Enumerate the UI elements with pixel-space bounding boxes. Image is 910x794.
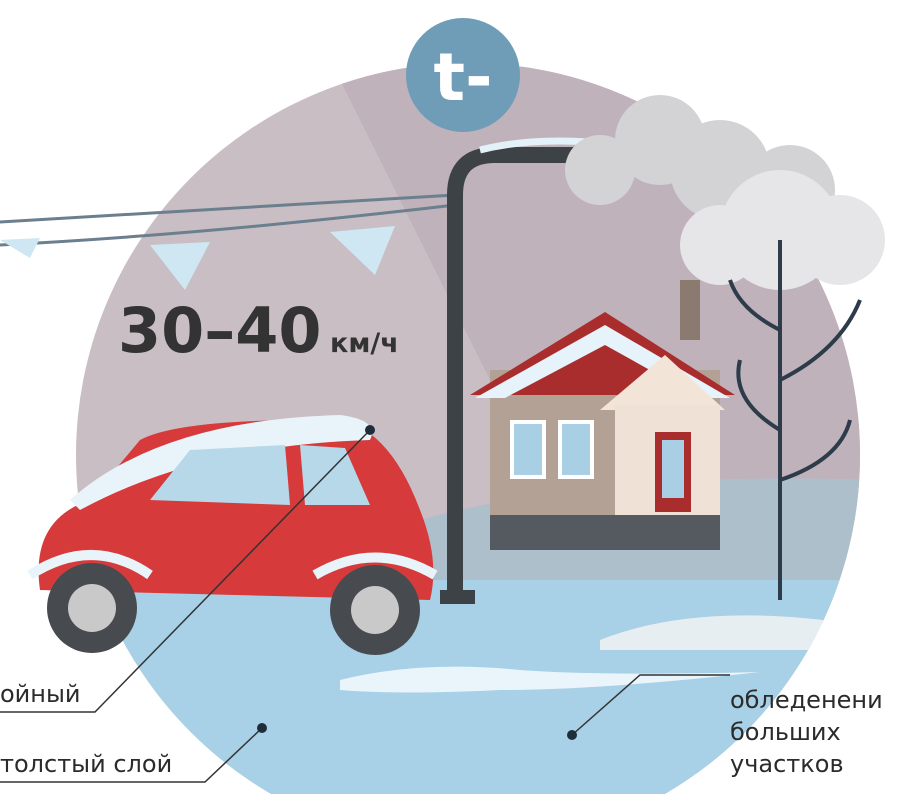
speed-value: 30–40 <box>118 294 322 367</box>
speed-unit: км/ч <box>330 328 399 359</box>
label: ойный <box>0 680 81 708</box>
infographic: t- 30–40 км/ч <box>0 0 910 794</box>
label: толстый слой <box>0 750 172 778</box>
label: больших <box>730 718 841 746</box>
label: обледенени <box>730 686 883 714</box>
label: участков <box>730 750 844 778</box>
badge-text: t- <box>434 39 493 116</box>
